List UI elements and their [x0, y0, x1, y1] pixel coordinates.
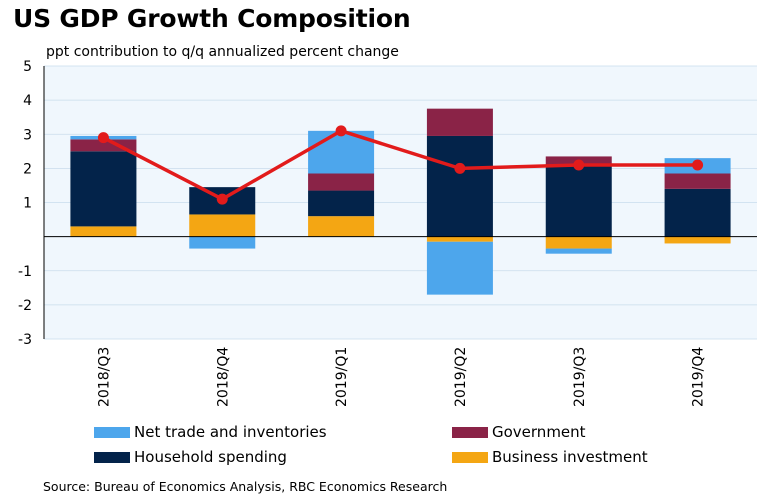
bar-business-2019-q3: [545, 236, 612, 249]
gdp-growth-line: [102, 129, 698, 201]
legend-label-business: Business investment: [492, 448, 648, 466]
legend-swatch-business: [452, 451, 488, 463]
bar-business-2019-q1: [308, 216, 375, 237]
legend-label-net-trade: Net trade and inventories: [134, 423, 327, 441]
bar-household-2018-q3: [70, 151, 137, 227]
bar-government-2018-q3: [70, 139, 137, 152]
gdp-growth-point: [573, 159, 585, 171]
bar-business-2018-q4: [189, 214, 256, 237]
legend-item-household: Household spending: [94, 446, 287, 468]
y-tick-label: 1: [23, 196, 32, 212]
gdp-growth-point: [97, 132, 109, 144]
y-tick-label: 3: [23, 127, 32, 143]
y-tick-label: -2: [18, 298, 32, 314]
bar-business-2018-q3: [70, 226, 137, 237]
gdp-growth-point: [454, 162, 466, 174]
bar-household-2019-q1: [308, 190, 375, 217]
bar-net-trade-2019-q3: [545, 248, 612, 254]
y-tick-label: 4: [23, 93, 32, 109]
legend-item-business: Business investment: [452, 446, 648, 468]
bar-business-2019-q2: [426, 236, 493, 242]
chart-area: 5 4 3 2 1 -1 -2 -3 2018/Q3 2018/Q4 2019/Q1 2019/Q2 2…: [18, 59, 757, 407]
bar-business-2019-q4: [664, 236, 731, 244]
x-tick-label: 2019/Q4: [691, 347, 707, 407]
legend-item-government: Government: [452, 421, 586, 443]
bar-household-2019-q2: [426, 135, 493, 237]
legend: Net trade and inventories Government Hou…: [94, 421, 714, 473]
bar-government-2019-q4: [664, 173, 731, 189]
y-tick-label: -1: [18, 264, 32, 280]
y-tick-label: 5: [23, 59, 32, 75]
chart-subtitle: ppt contribution to q/q annualized perce…: [46, 44, 399, 60]
legend-swatch-household: [94, 451, 130, 463]
chart-title: US GDP Growth Composition: [13, 4, 411, 33]
legend-label-household: Household spending: [134, 448, 287, 466]
legend-swatch-government: [452, 426, 488, 438]
bar-government-2019-q2: [426, 108, 493, 136]
y-tick-label: 2: [23, 161, 32, 177]
gdp-growth-point: [335, 125, 347, 137]
bar-household-2019-q4: [664, 188, 731, 237]
x-tick-label: 2018/Q3: [96, 347, 112, 407]
bar-household-2019-q3: [545, 164, 612, 237]
source-note: Source: Bureau of Economics Analysis, RB…: [43, 479, 448, 494]
bar-net-trade-2019-q2: [426, 241, 493, 295]
x-tick-label: 2019/Q3: [572, 347, 588, 407]
legend-swatch-net-trade: [94, 426, 130, 438]
x-tick-label: 2019/Q1: [334, 347, 350, 407]
x-tick-label: 2018/Q4: [215, 347, 231, 407]
bar-government-2019-q1: [308, 173, 375, 191]
y-tick-label: -3: [18, 332, 32, 348]
gdp-growth-point: [692, 159, 704, 171]
x-tick-label: 2019/Q2: [453, 347, 469, 407]
legend-label-government: Government: [492, 423, 586, 441]
gdp-growth-point: [216, 193, 228, 205]
legend-item-net-trade: Net trade and inventories: [94, 421, 327, 443]
bar-net-trade-2018-q4: [189, 236, 256, 249]
